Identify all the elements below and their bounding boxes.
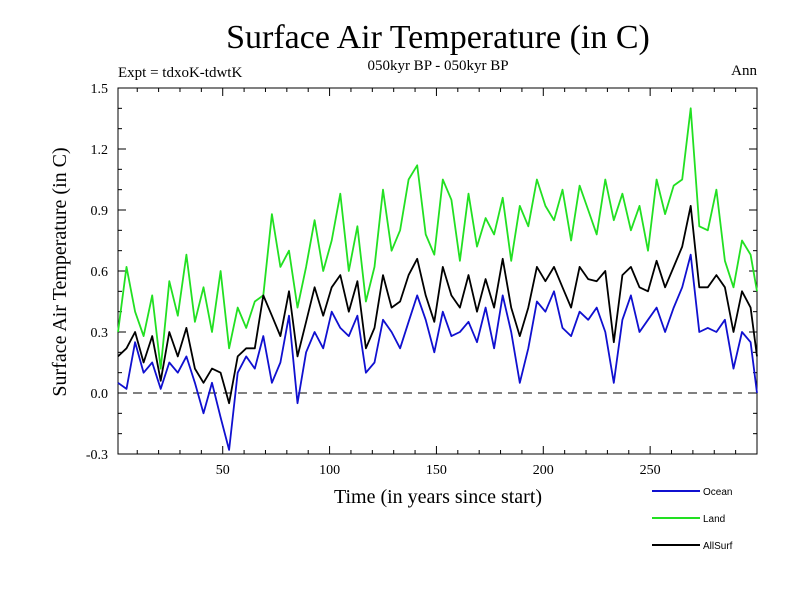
x-axis-ticks: 50 100 150 200 250 [136, 88, 737, 478]
y-axis-ticks: -0.3 0.0 0.3 0.6 0.9 1.2 1.5 [86, 82, 757, 463]
x-tick-label: 150 [426, 463, 447, 478]
plot-frame [117, 87, 758, 455]
legend-label-ocean: Ocean [703, 487, 732, 498]
series-line-allsurf [117, 204, 758, 405]
x-tick-label: 50 [216, 463, 230, 478]
y-tick-label: 0.9 [91, 204, 109, 219]
series-lines [117, 107, 758, 451]
x-tick-label: 250 [640, 463, 661, 478]
y-tick-label: 0.3 [91, 326, 109, 341]
chart-subtitle: 050kyr BP - 050kyr BP [367, 58, 508, 74]
y-tick-label: 0.0 [91, 387, 109, 402]
x-tick-label: 200 [533, 463, 554, 478]
series-line-land [117, 107, 758, 370]
legend-label-land: Land [703, 514, 725, 525]
series-line-ocean [117, 253, 758, 451]
y-tick-label: 1.2 [91, 143, 109, 158]
legend: Ocean Land AllSurf [652, 487, 733, 552]
y-tick-label: -0.3 [86, 448, 108, 463]
experiment-label: Expt = tdxoK-tdwtK [118, 65, 242, 81]
y-tick-label: 0.6 [91, 265, 109, 280]
x-tick-label: 100 [319, 463, 340, 478]
legend-label-allsurf: AllSurf [703, 541, 733, 552]
season-label: Ann [731, 63, 757, 79]
x-axis-label: Time (in years since start) [334, 486, 542, 508]
chart-title: Surface Air Temperature (in C) [226, 19, 650, 56]
y-axis-label: Surface Air Temperature (in C) [49, 147, 71, 396]
y-tick-label: 1.5 [91, 82, 109, 97]
